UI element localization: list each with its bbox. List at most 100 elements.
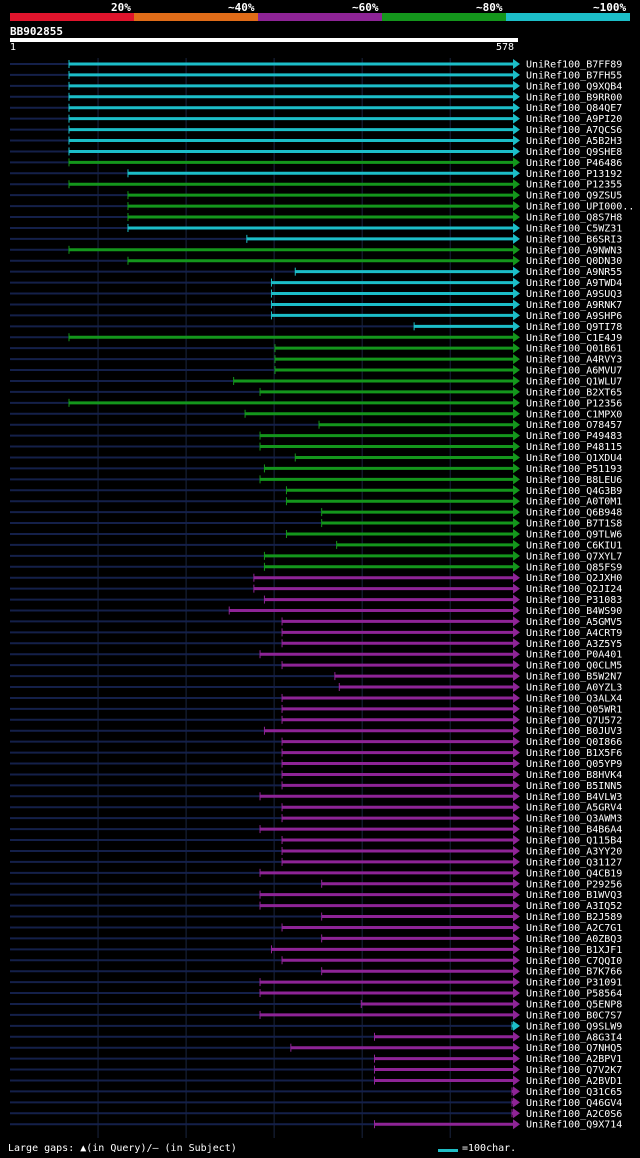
- hit-row[interactable]: UniRef100_Q4G3B9: [10, 485, 622, 497]
- hit-row[interactable]: UniRef100_C1E4J9: [10, 332, 622, 344]
- hit-row[interactable]: UniRef100_A2C7G1: [10, 922, 622, 934]
- hit-label[interactable]: UniRef100_Q115B4: [526, 836, 622, 847]
- hit-row[interactable]: UniRef100_Q9TLW6: [10, 528, 622, 541]
- hit-label[interactable]: UniRef100_Q3ALX4: [526, 693, 622, 704]
- hit-label[interactable]: UniRef100_Q1XDU4: [526, 453, 622, 464]
- hit-row[interactable]: UniRef100_Q05WR1: [10, 703, 622, 716]
- hit-row[interactable]: UniRef100_Q0DN30: [10, 255, 622, 267]
- hit-label[interactable]: UniRef100_B2XT65: [526, 387, 622, 398]
- hit-row[interactable]: UniRef100_B4VLW3: [10, 791, 622, 803]
- hit-row[interactable]: UniRef100_A9NWN3: [10, 244, 622, 257]
- hit-row[interactable]: UniRef100_A8G3I4: [10, 1031, 622, 1044]
- hit-row[interactable]: UniRef100_Q0CLM5: [10, 660, 622, 672]
- hit-row[interactable]: UniRef100_A2BVD1: [10, 1075, 622, 1087]
- hit-row[interactable]: UniRef100_A6MVU7: [10, 365, 622, 377]
- hit-label[interactable]: UniRef100_A3Z5Y5: [526, 639, 622, 650]
- hit-label[interactable]: UniRef100_A5GRV4: [526, 803, 622, 814]
- hit-row[interactable]: UniRef100_A4RVY3: [10, 354, 622, 366]
- hit-row[interactable]: UniRef100_B0JUV3: [10, 725, 622, 738]
- hit-row[interactable]: UniRef100_P58564: [10, 988, 622, 1000]
- hit-label[interactable]: UniRef100_A7QCS6: [526, 125, 622, 136]
- hit-row[interactable]: UniRef100_B4WS90: [10, 605, 622, 618]
- hit-row[interactable]: UniRef100_Q85FS9: [10, 561, 622, 574]
- hit-row[interactable]: UniRef100_B7K766: [10, 966, 622, 978]
- hit-row[interactable]: UniRef100_C6KIU1: [10, 539, 622, 552]
- hit-row[interactable]: UniRef100_Q3ALX4: [10, 692, 622, 705]
- hit-row[interactable]: UniRef100_Q31127: [10, 856, 622, 869]
- hit-row[interactable]: UniRef100_A9RNK7: [10, 299, 622, 311]
- hit-row[interactable]: UniRef100_Q7NHQ5: [10, 1042, 622, 1055]
- hit-row[interactable]: UniRef100_Q2JXH0: [10, 572, 622, 585]
- hit-label[interactable]: UniRef100_A9PI20: [526, 114, 622, 125]
- hit-row[interactable]: UniRef100_A9NR55: [10, 266, 622, 279]
- hit-row[interactable]: UniRef100_A0ZBQ3: [10, 933, 622, 945]
- hit-row[interactable]: UniRef100_A2BPV1: [10, 1053, 622, 1066]
- hit-row[interactable]: UniRef100_Q9XQB4: [10, 80, 622, 93]
- hit-label[interactable]: UniRef100_P29256: [526, 879, 622, 890]
- hit-label[interactable]: UniRef100_A3IQ52: [526, 901, 622, 912]
- hit-label[interactable]: UniRef100_A9SHP6: [526, 311, 622, 322]
- hit-label[interactable]: UniRef100_UPI000..: [526, 202, 634, 213]
- hit-label[interactable]: UniRef100_C7QQI0: [526, 956, 622, 967]
- hit-row[interactable]: UniRef100_A0T0M1: [10, 496, 622, 508]
- hit-label[interactable]: UniRef100_B4B6A4: [526, 825, 622, 836]
- hit-label[interactable]: UniRef100_Q85FS9: [526, 562, 622, 573]
- hit-label[interactable]: UniRef100_A8G3I4: [526, 1032, 622, 1043]
- hit-label[interactable]: UniRef100_B1X5F6: [526, 748, 622, 759]
- hit-label[interactable]: UniRef100_Q0CLM5: [526, 661, 622, 672]
- hit-row[interactable]: UniRef100_Q9SHE8: [10, 146, 622, 158]
- hit-label[interactable]: UniRef100_P12355: [526, 180, 622, 191]
- hit-row[interactable]: UniRef100_B5W2N7: [10, 671, 622, 683]
- hit-label[interactable]: UniRef100_C6KIU1: [526, 540, 622, 551]
- hit-row[interactable]: UniRef100_UPI000..: [10, 201, 634, 213]
- hit-row[interactable]: UniRef100_Q31C65: [10, 1086, 622, 1098]
- hit-label[interactable]: UniRef100_B1XJF1: [526, 945, 622, 956]
- hit-row[interactable]: UniRef100_A0YZL3: [10, 682, 622, 694]
- hit-label[interactable]: UniRef100_Q4G3B9: [526, 486, 622, 497]
- hit-label[interactable]: UniRef100_Q05YP9: [526, 759, 622, 770]
- hit-label[interactable]: UniRef100_Q9SHE8: [526, 147, 622, 158]
- hit-label[interactable]: UniRef100_A2BPV1: [526, 1054, 622, 1065]
- hit-label[interactable]: UniRef100_A9TWD4: [526, 278, 622, 289]
- hit-row[interactable]: UniRef100_P0A401: [10, 649, 622, 661]
- hit-label[interactable]: UniRef100_Q7NHQ5: [526, 1043, 622, 1054]
- hit-row[interactable]: UniRef100_Q115B4: [10, 835, 622, 847]
- hit-label[interactable]: UniRef100_Q84QE7: [526, 103, 622, 114]
- hit-row[interactable]: UniRef100_Q9SLW9: [10, 1020, 622, 1032]
- hit-label[interactable]: UniRef100_P12356: [526, 398, 622, 409]
- hit-label[interactable]: UniRef100_B0JUV3: [526, 726, 622, 737]
- hit-label[interactable]: UniRef100_Q9X714: [526, 1120, 622, 1131]
- hit-row[interactable]: UniRef100_B8LEU6: [10, 474, 622, 486]
- hit-label[interactable]: UniRef100_O78457: [526, 420, 622, 431]
- hit-row[interactable]: UniRef100_B7FH55: [10, 69, 622, 82]
- hit-label[interactable]: UniRef100_Q9XQB4: [526, 81, 622, 92]
- hit-label[interactable]: UniRef100_P13192: [526, 169, 622, 180]
- hit-label[interactable]: UniRef100_B7K766: [526, 967, 622, 978]
- hit-label[interactable]: UniRef100_Q9TI78: [526, 322, 622, 333]
- hit-row[interactable]: UniRef100_A3YY20: [10, 845, 622, 858]
- hit-label[interactable]: UniRef100_A2C0S6: [526, 1109, 622, 1120]
- hit-row[interactable]: UniRef100_A4CRT9: [10, 627, 622, 639]
- hit-row[interactable]: UniRef100_P31083: [10, 594, 622, 607]
- hit-row[interactable]: UniRef100_P51193: [10, 463, 622, 475]
- hit-label[interactable]: UniRef100_Q2JXH0: [526, 573, 622, 584]
- hit-label[interactable]: UniRef100_B7FF89: [526, 60, 622, 71]
- hit-row[interactable]: UniRef100_Q3AWM3: [10, 813, 622, 825]
- hit-label[interactable]: UniRef100_Q2JI24: [526, 584, 622, 595]
- hit-label[interactable]: UniRef100_B8LEU6: [526, 475, 622, 486]
- hit-row[interactable]: UniRef100_Q01B61: [10, 343, 622, 355]
- hit-row[interactable]: UniRef100_A3IQ52: [10, 900, 622, 913]
- hit-row[interactable]: UniRef100_P48115: [10, 441, 622, 454]
- hit-row[interactable]: UniRef100_P29256: [10, 878, 622, 891]
- hit-label[interactable]: UniRef100_B7T1S8: [526, 519, 622, 530]
- hit-label[interactable]: UniRef100_B7FH55: [526, 70, 622, 81]
- hit-row[interactable]: UniRef100_P31091: [10, 977, 622, 989]
- hit-label[interactable]: UniRef100_B5W2N7: [526, 672, 622, 683]
- hit-row[interactable]: UniRef100_Q7V2K7: [10, 1064, 622, 1077]
- hit-row[interactable]: UniRef100_Q2JI24: [10, 583, 622, 596]
- hit-label[interactable]: UniRef100_A4RVY3: [526, 355, 622, 366]
- hit-label[interactable]: UniRef100_Q9SLW9: [526, 1021, 622, 1032]
- hit-row[interactable]: UniRef100_B2XT65: [10, 386, 622, 399]
- hit-label[interactable]: UniRef100_B6SRI3: [526, 234, 622, 245]
- hit-row[interactable]: UniRef100_A9TWD4: [10, 277, 622, 290]
